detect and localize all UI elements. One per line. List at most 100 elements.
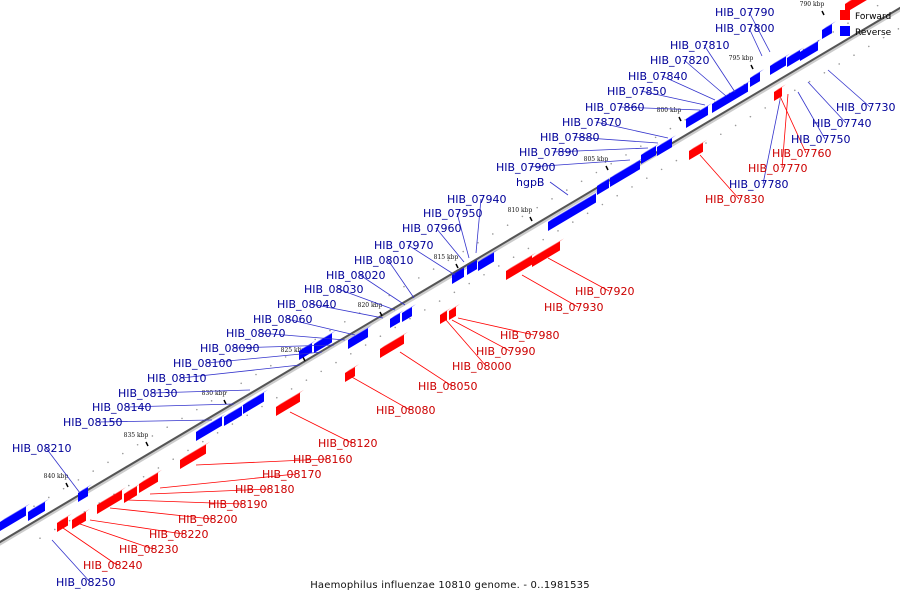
forward-gene-block bbox=[72, 508, 90, 529]
reverse-gene-block-top bbox=[478, 249, 498, 262]
minor-tick bbox=[394, 326, 397, 329]
leader-line-hib-08070 bbox=[259, 332, 346, 341]
minor-tick bbox=[320, 370, 323, 373]
leader-line-hib-08110 bbox=[180, 364, 301, 379]
reverse-gene-block-top bbox=[243, 389, 268, 405]
minor-tick bbox=[92, 470, 94, 472]
reverse-gene-block bbox=[787, 47, 804, 67]
reverse-gene-block-body bbox=[597, 178, 609, 195]
minor-tick bbox=[669, 127, 672, 130]
reverse-gene-label-hib-08100: HIB_08100 bbox=[173, 357, 233, 370]
minor-tick bbox=[77, 479, 80, 481]
reverse-gene-label-hib-07880: HIB_07880 bbox=[540, 131, 600, 144]
minor-tick bbox=[542, 238, 544, 241]
reverse-gene-block bbox=[196, 413, 226, 441]
leader-line-hib-07820 bbox=[683, 59, 727, 97]
minor-tick bbox=[764, 107, 766, 109]
forward-gene-label-hib-08050: HIB_08050 bbox=[418, 380, 478, 393]
minor-tick bbox=[231, 423, 234, 425]
minor-tick bbox=[151, 435, 154, 437]
scale-tick bbox=[821, 10, 825, 16]
reverse-gene-block-body bbox=[750, 72, 760, 87]
scale-tick bbox=[145, 441, 149, 447]
minor-tick bbox=[299, 347, 302, 349]
leader-line-hib-08000 bbox=[445, 319, 487, 367]
forward-gene-block bbox=[345, 364, 359, 382]
leader-line-hib-07970 bbox=[407, 244, 456, 276]
scale-label: 795 kbp bbox=[729, 55, 754, 62]
forward-gene-label-hib-08200: HIB_08200 bbox=[178, 513, 238, 526]
scale-tick bbox=[65, 482, 69, 488]
forward-gene-block-body bbox=[139, 472, 158, 493]
forward-gene-block-body bbox=[97, 490, 122, 514]
reverse-gene-block-top bbox=[224, 403, 246, 417]
minor-tick bbox=[305, 379, 308, 381]
minor-tick bbox=[631, 186, 633, 188]
reverse-gene-block bbox=[641, 143, 660, 164]
legend-reverse-swatch bbox=[840, 26, 850, 36]
minor-tick bbox=[566, 189, 568, 191]
reverse-gene-block-top bbox=[787, 47, 804, 58]
minor-tick bbox=[350, 353, 352, 355]
reverse-strand-genes bbox=[0, 21, 836, 531]
minor-tick bbox=[447, 259, 450, 262]
leader-line-hib-08020 bbox=[359, 274, 406, 306]
reverse-gene-block-body bbox=[390, 313, 400, 328]
minor-tick bbox=[580, 180, 583, 183]
reverse-gene-label-hib-07840: HIB_07840 bbox=[628, 70, 688, 83]
reverse-gene-block bbox=[452, 264, 468, 284]
reverse-gene-block-body bbox=[224, 406, 242, 426]
minor-tick bbox=[409, 317, 411, 320]
leader-line-hib-08100 bbox=[206, 351, 323, 364]
minor-tick bbox=[107, 461, 109, 464]
minor-tick bbox=[882, 36, 885, 39]
reverse-gene-label-hib-07860: HIB_07860 bbox=[585, 101, 645, 114]
reverse-gene-block-top bbox=[452, 264, 468, 275]
minor-tick bbox=[344, 321, 346, 323]
leader-line-hib-08250 bbox=[51, 539, 91, 583]
leader-line-hib-08180 bbox=[149, 488, 270, 495]
minor-tick bbox=[329, 329, 331, 332]
minor-tick bbox=[62, 487, 65, 490]
forward-gene-block-top bbox=[845, 0, 852, 4]
minor-tick bbox=[39, 537, 41, 540]
scale-ticks: 790 kbp 795 kbp 800 kbp 805 kbp 810 kbp 815 k… bbox=[33, 1, 900, 540]
scale-label: 790 kbp bbox=[800, 1, 825, 8]
minor-tick bbox=[601, 203, 604, 206]
forward-gene-block-top bbox=[345, 364, 359, 373]
reverse-gene-label-hib-07870: HIB_07870 bbox=[562, 116, 622, 129]
reverse-gene-block-top bbox=[402, 304, 416, 313]
reverse-gene-block-body bbox=[478, 252, 494, 271]
genome-caption: Haemophilus influenzae 10810 genome. - 0… bbox=[310, 580, 590, 591]
forward-gene-block-top bbox=[689, 139, 707, 151]
reverse-gene-label-hib-08060: HIB_08060 bbox=[253, 313, 313, 326]
reverse-gene-label-hib-07820: HIB_07820 bbox=[650, 54, 710, 67]
leader-line-hib-07920 bbox=[547, 257, 610, 292]
leader-line-hib-07850 bbox=[640, 90, 706, 106]
minor-tick bbox=[675, 159, 678, 162]
minor-tick bbox=[240, 382, 242, 385]
forward-gene-label-hib-08000: HIB_08000 bbox=[452, 360, 512, 373]
minor-tick bbox=[779, 98, 781, 100]
reverse-gene-block-body bbox=[28, 501, 45, 521]
reverse-gene-block-top bbox=[314, 330, 336, 344]
reverse-gene-block bbox=[770, 53, 790, 75]
minor-tick bbox=[498, 265, 500, 267]
reverse-gene-label-hib-08040: HIB_08040 bbox=[277, 298, 337, 311]
minor-tick bbox=[749, 115, 752, 118]
leader-line-hib-08010 bbox=[387, 259, 415, 299]
reverse-gene-block-body bbox=[196, 416, 222, 441]
forward-gene-block-top bbox=[774, 84, 786, 92]
forward-gene-block-top bbox=[97, 487, 126, 505]
leader-line-hib-08200 bbox=[109, 507, 213, 520]
leader-line-hib-07790 bbox=[748, 11, 771, 53]
minor-tick bbox=[492, 233, 494, 235]
leader-line-hib-08150 bbox=[96, 419, 213, 423]
reverse-gene-block-body bbox=[402, 307, 412, 322]
reverse-gene-label-hib-08090: HIB_08090 bbox=[200, 342, 260, 355]
minor-tick bbox=[483, 273, 485, 276]
reverse-gene-block bbox=[548, 190, 600, 231]
reverse-gene-block-body bbox=[452, 267, 464, 284]
reverse-gene-label-hib-08110: HIB_08110 bbox=[147, 372, 207, 385]
